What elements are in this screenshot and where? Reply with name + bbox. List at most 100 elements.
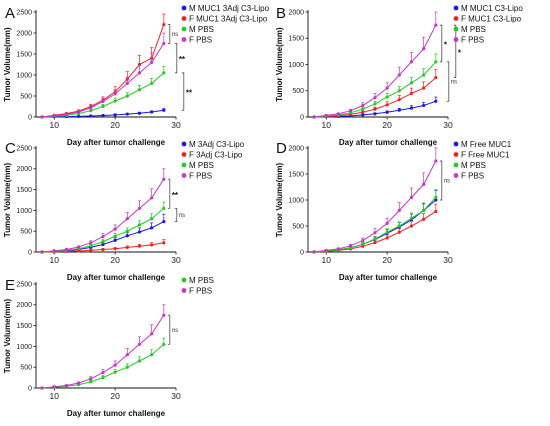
x-tick-label: 10 (50, 391, 60, 401)
data-point (137, 71, 142, 75)
x-axis-title: Day after tumor challenge (339, 273, 438, 282)
panel-letter: C (5, 140, 16, 157)
significance-label: ** (172, 191, 179, 200)
data-point (385, 95, 389, 99)
legend: M PBS F PBS (181, 276, 214, 296)
legend-label: M Free MUC1 (461, 140, 512, 149)
series-line (42, 72, 165, 118)
legend-marker (453, 162, 459, 168)
data-point (52, 385, 56, 389)
data-point (150, 217, 154, 221)
y-axis-title: Tumor Volume(mm) (3, 27, 12, 102)
data-point (150, 60, 154, 64)
data-point (385, 86, 389, 90)
legend-label: M PBS (189, 161, 214, 170)
data-point (150, 243, 154, 247)
significance-label: * (444, 41, 448, 50)
significance-bracket: ** (174, 43, 186, 74)
data-point (397, 108, 401, 112)
legend-label: F PBS (189, 172, 212, 181)
significance-label: ** (179, 55, 186, 64)
data-point (125, 217, 129, 221)
bracket-line (439, 160, 443, 201)
bracket-line (453, 24, 457, 78)
data-point (162, 342, 166, 346)
legend-marker (453, 141, 459, 147)
data-point (89, 244, 93, 248)
significance-bracket: * (439, 24, 448, 63)
series-line (42, 343, 165, 389)
data-point (434, 198, 438, 202)
y-tick-label: 0 (28, 114, 32, 121)
data-point (361, 103, 365, 108)
legend-marker (453, 26, 459, 32)
y-tick-label: 2000 (16, 302, 32, 309)
data-point (125, 234, 129, 238)
y-tick-label: 500 (20, 93, 32, 100)
x-tick-label: 10 (50, 120, 60, 130)
legend-marker (181, 152, 187, 157)
data-point (113, 247, 117, 251)
bracket-line (174, 43, 178, 74)
data-point (162, 241, 166, 245)
y-tick-label: 2500 (16, 145, 32, 152)
data-point (89, 106, 93, 110)
data-point (373, 95, 377, 100)
series-3 (40, 168, 166, 254)
x-tick-label: 30 (171, 391, 181, 401)
data-point (409, 224, 414, 228)
data-point (137, 244, 142, 248)
data-point (64, 112, 69, 117)
data-point (125, 112, 129, 116)
significance-bracket: ns (174, 207, 185, 222)
data-point (89, 377, 93, 381)
x-axis-title: Day after tumor challenge (67, 409, 166, 418)
data-point (385, 110, 389, 114)
legend-label: M 3Adj C3-Lipo (189, 140, 245, 149)
y-tick-label: 1000 (16, 208, 32, 215)
x-tick-label: 30 (171, 120, 181, 130)
x-tick-label: 10 (322, 255, 332, 265)
y-tick-label: 2000 (16, 30, 32, 37)
bracket-line (439, 24, 443, 63)
data-point (349, 244, 353, 248)
legend-item: F PBS (181, 287, 212, 296)
series-0 (40, 337, 166, 390)
data-point (113, 227, 117, 231)
data-point (101, 242, 105, 247)
legend-item: M 3Adj C3-Lipo (181, 140, 245, 149)
data-point (385, 221, 389, 225)
legend-marker (181, 288, 187, 293)
data-point (52, 114, 56, 118)
x-tick-label: 30 (443, 255, 453, 265)
data-point (373, 107, 377, 111)
data-point (89, 380, 93, 384)
data-point (422, 208, 426, 212)
panel-letter: D (276, 140, 287, 157)
legend-marker (181, 173, 187, 178)
data-point (162, 41, 166, 46)
significance-label: ns (172, 328, 178, 334)
x-tick-label: 20 (110, 255, 120, 265)
legend-label: F MUC1 C3-Lipo (461, 15, 522, 24)
data-point (409, 106, 414, 110)
significance-label: * (458, 48, 462, 57)
x-tick-label: 10 (50, 255, 60, 265)
legend-item: M PBS (181, 161, 214, 170)
y-tick-label: 0 (300, 249, 304, 256)
data-point (125, 229, 129, 233)
legend-label: F 3Adj C3-Lipo (189, 151, 243, 160)
data-point (77, 110, 81, 114)
y-tick-label: 1000 (288, 62, 304, 69)
data-point (349, 109, 353, 113)
legend: M MUC1 3Adj C3-Lipo F MUC1 3Adj C3-LipoM … (181, 4, 270, 45)
data-point (113, 92, 117, 96)
bracket-line (181, 72, 185, 111)
significance-bracket: * (453, 24, 462, 78)
data-point (373, 241, 377, 245)
legend-item: F 3Adj C3-Lipo (181, 151, 243, 160)
data-point (422, 86, 426, 90)
data-point (113, 99, 117, 103)
significance-label: ns (172, 32, 178, 38)
data-point (324, 248, 328, 253)
